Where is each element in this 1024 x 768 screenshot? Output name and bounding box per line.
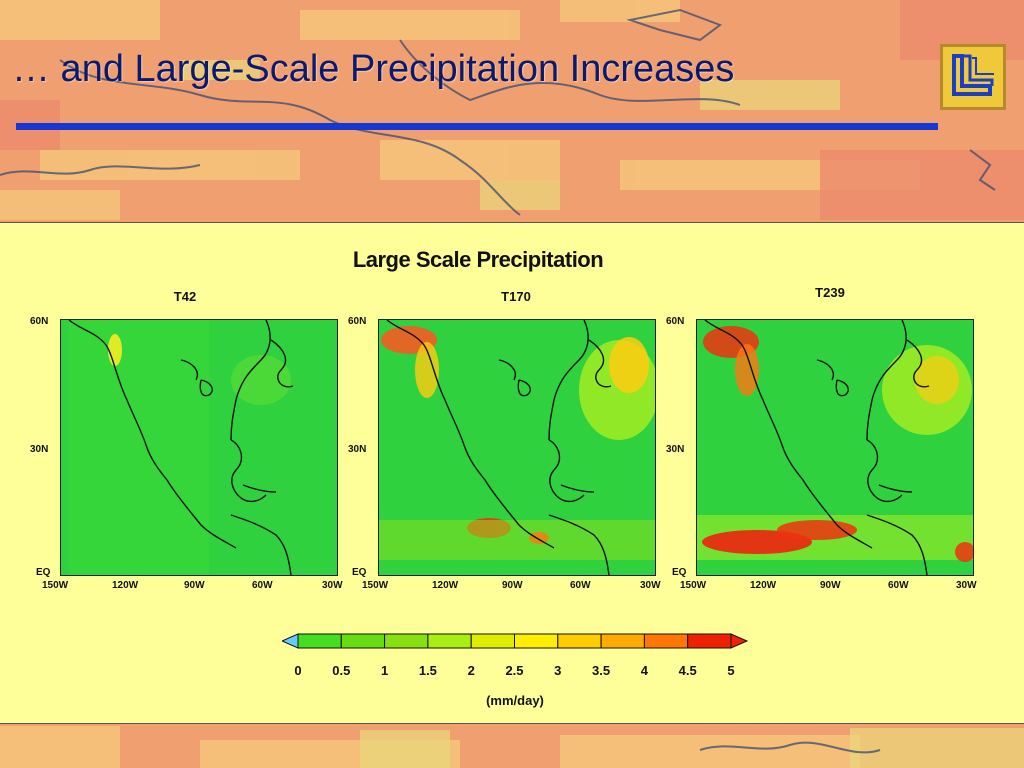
map-t42 — [60, 319, 338, 576]
colorbar-under-arrow — [282, 633, 299, 649]
lat-tick: 30N — [348, 444, 367, 455]
lon-tick: 30W — [956, 580, 977, 591]
map-t239 — [696, 319, 974, 576]
lat-tick: EQ — [352, 567, 367, 578]
lat-tick: EQ — [36, 567, 51, 578]
colorbar-tick-label: 1.5 — [418, 663, 437, 678]
lon-tick: 120W — [432, 580, 459, 591]
lon-tick: 90W — [184, 580, 205, 591]
colorbar-segment — [643, 633, 689, 649]
map-title-t170: T170 — [501, 289, 531, 304]
lon-tick: 60W — [252, 580, 273, 591]
colorbar-tick-label: 1 — [380, 663, 389, 678]
colorbar-segment — [514, 633, 559, 649]
colorbar-segment — [470, 633, 515, 649]
llnl-logo — [940, 44, 1006, 110]
colorbar-tick-label: 2.5 — [505, 663, 524, 678]
lon-tick: 60W — [888, 580, 909, 591]
colorbar-segment — [384, 633, 429, 649]
lon-tick: 60W — [570, 580, 591, 591]
lon-tick: 150W — [42, 580, 69, 591]
lat-tick: EQ — [672, 567, 687, 578]
lon-tick: 30W — [640, 580, 661, 591]
lon-tick: 150W — [680, 580, 707, 591]
lat-tick: 30N — [666, 444, 685, 455]
colorbar-tick-label: 4.5 — [678, 663, 697, 678]
lon-tick: 120W — [112, 580, 139, 591]
slide-title: … and Large-Scale Precipitation Increase… — [12, 48, 735, 90]
map-t170 — [378, 319, 656, 576]
colorbar-segment — [427, 633, 472, 649]
colorbar-over-arrow — [730, 633, 749, 649]
colorbar-tick-label: 0 — [294, 663, 302, 678]
colorbar-segment — [600, 633, 645, 649]
colorbar-tick-label: 3 — [554, 663, 562, 678]
map-title-t42: T42 — [173, 289, 197, 304]
lon-tick: 90W — [502, 580, 523, 591]
lat-tick: 60N — [666, 316, 685, 327]
map-title-t239: T239 — [815, 285, 845, 300]
colorbar — [282, 633, 749, 649]
figure-panel: Large Scale Precipitation T42 60N 30N EQ… — [0, 222, 1024, 724]
colorbar-tick-label: 0.5 — [332, 663, 351, 678]
colorbar-tick-label: 5 — [727, 663, 735, 678]
lat-tick: 60N — [30, 316, 49, 327]
colorbar-units: (mm/day) — [486, 693, 544, 708]
lat-tick: 30N — [30, 444, 49, 455]
colorbar-segment — [297, 633, 342, 649]
title-underline — [16, 123, 938, 130]
colorbar-segment — [687, 633, 732, 649]
colorbar-segment — [340, 633, 386, 649]
colorbar-tick-label: 2 — [467, 663, 475, 678]
colorbar-segment — [557, 633, 602, 649]
lon-tick: 120W — [750, 580, 777, 591]
lon-tick: 30W — [322, 580, 343, 591]
lon-tick: 150W — [362, 580, 389, 591]
colorbar-tick-label: 3.5 — [592, 663, 611, 678]
colorbar-tick-label: 4 — [640, 663, 648, 678]
lon-tick: 90W — [820, 580, 841, 591]
lat-tick: 60N — [348, 316, 367, 327]
figure-title: Large Scale Precipitation — [352, 247, 604, 272]
